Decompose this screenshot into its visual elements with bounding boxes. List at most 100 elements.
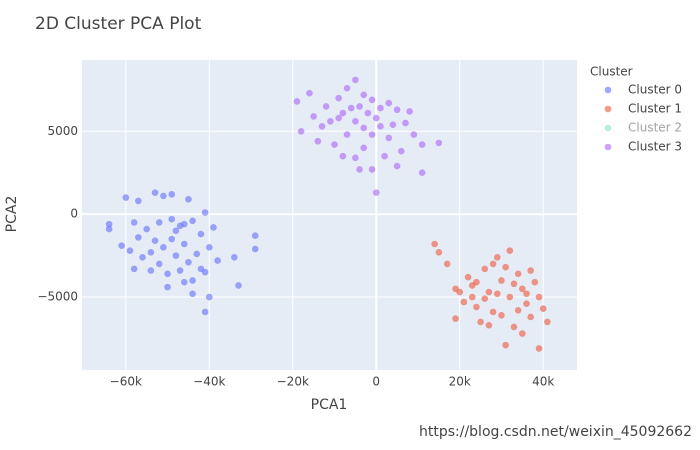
point — [489, 260, 497, 268]
point — [310, 113, 317, 120]
point — [122, 194, 130, 201]
point — [130, 265, 138, 273]
legend-marker[interactable] — [604, 124, 612, 132]
point — [251, 232, 259, 240]
point — [372, 189, 380, 196]
point — [393, 106, 401, 114]
point — [360, 124, 368, 132]
point — [356, 166, 363, 173]
point — [331, 141, 338, 148]
point — [489, 308, 497, 316]
y-axis-label: PCA2 — [4, 196, 20, 233]
point — [385, 134, 393, 142]
point — [318, 123, 326, 130]
point — [168, 235, 176, 243]
point — [118, 242, 125, 249]
x-tick-label: −40k — [193, 375, 225, 389]
point — [364, 109, 372, 117]
legend-marker[interactable] — [604, 105, 612, 113]
point — [205, 293, 213, 301]
point — [197, 230, 205, 238]
point — [205, 244, 213, 251]
point — [214, 257, 221, 264]
grid: −60k −40k −20k 0 20k 40k −5000 0 5000 — [37, 60, 577, 389]
point — [435, 139, 443, 147]
point — [343, 84, 351, 92]
point — [172, 227, 180, 235]
point — [168, 190, 176, 198]
point — [155, 260, 163, 268]
point — [535, 293, 543, 301]
point — [297, 127, 305, 135]
point — [105, 225, 113, 233]
point — [510, 280, 518, 288]
point — [306, 89, 313, 97]
point — [339, 152, 347, 160]
x-tick-label: 20k — [449, 375, 471, 389]
legend-marker[interactable] — [604, 143, 612, 151]
point — [527, 313, 534, 321]
point — [139, 253, 146, 261]
point — [314, 137, 322, 145]
legend-label[interactable]: Cluster 0 — [628, 83, 682, 97]
point — [473, 278, 480, 286]
point — [477, 318, 484, 326]
legend: Cluster 0 Cluster 1 Cluster 2 Cluster 3 — [604, 83, 682, 154]
point — [360, 91, 368, 99]
point — [498, 277, 505, 284]
point — [201, 268, 209, 276]
point — [327, 118, 334, 125]
point — [343, 131, 351, 138]
y-tick-label: 0 — [70, 207, 78, 221]
point — [493, 253, 501, 261]
point — [201, 308, 209, 316]
point — [506, 293, 514, 301]
point — [160, 244, 167, 251]
point — [335, 94, 342, 102]
point — [180, 240, 188, 248]
point — [456, 288, 464, 296]
point — [126, 247, 134, 254]
point — [519, 285, 526, 293]
legend-label[interactable]: Cluster 1 — [628, 102, 682, 116]
point — [519, 330, 526, 337]
y-tick-label: −5000 — [37, 290, 78, 304]
point — [360, 144, 368, 152]
point — [389, 121, 397, 128]
point — [352, 154, 359, 162]
point — [468, 293, 476, 301]
point — [164, 270, 171, 278]
point — [322, 103, 330, 110]
point — [201, 209, 209, 216]
legend-marker[interactable] — [604, 86, 612, 94]
point — [485, 321, 493, 329]
point — [377, 104, 384, 112]
point — [531, 278, 539, 286]
point — [393, 162, 401, 170]
point — [180, 278, 188, 286]
point — [185, 258, 192, 266]
point — [381, 152, 388, 160]
point — [347, 104, 355, 112]
legend-label[interactable]: Cluster 3 — [628, 140, 682, 154]
point — [502, 341, 509, 349]
point — [539, 305, 547, 312]
point — [418, 169, 426, 177]
point — [176, 267, 184, 274]
x-axis-label: PCA1 — [311, 397, 348, 413]
point — [418, 141, 426, 148]
point — [143, 225, 150, 233]
x-tick-label: −20k — [277, 375, 309, 389]
point — [406, 108, 413, 115]
point — [368, 166, 376, 173]
point — [105, 220, 113, 228]
point — [155, 219, 163, 226]
point — [251, 245, 259, 253]
point — [172, 252, 180, 259]
legend-label[interactable]: Cluster 2 — [628, 121, 682, 135]
point — [135, 197, 142, 205]
point — [185, 195, 192, 203]
point — [339, 109, 347, 117]
point — [502, 263, 509, 271]
